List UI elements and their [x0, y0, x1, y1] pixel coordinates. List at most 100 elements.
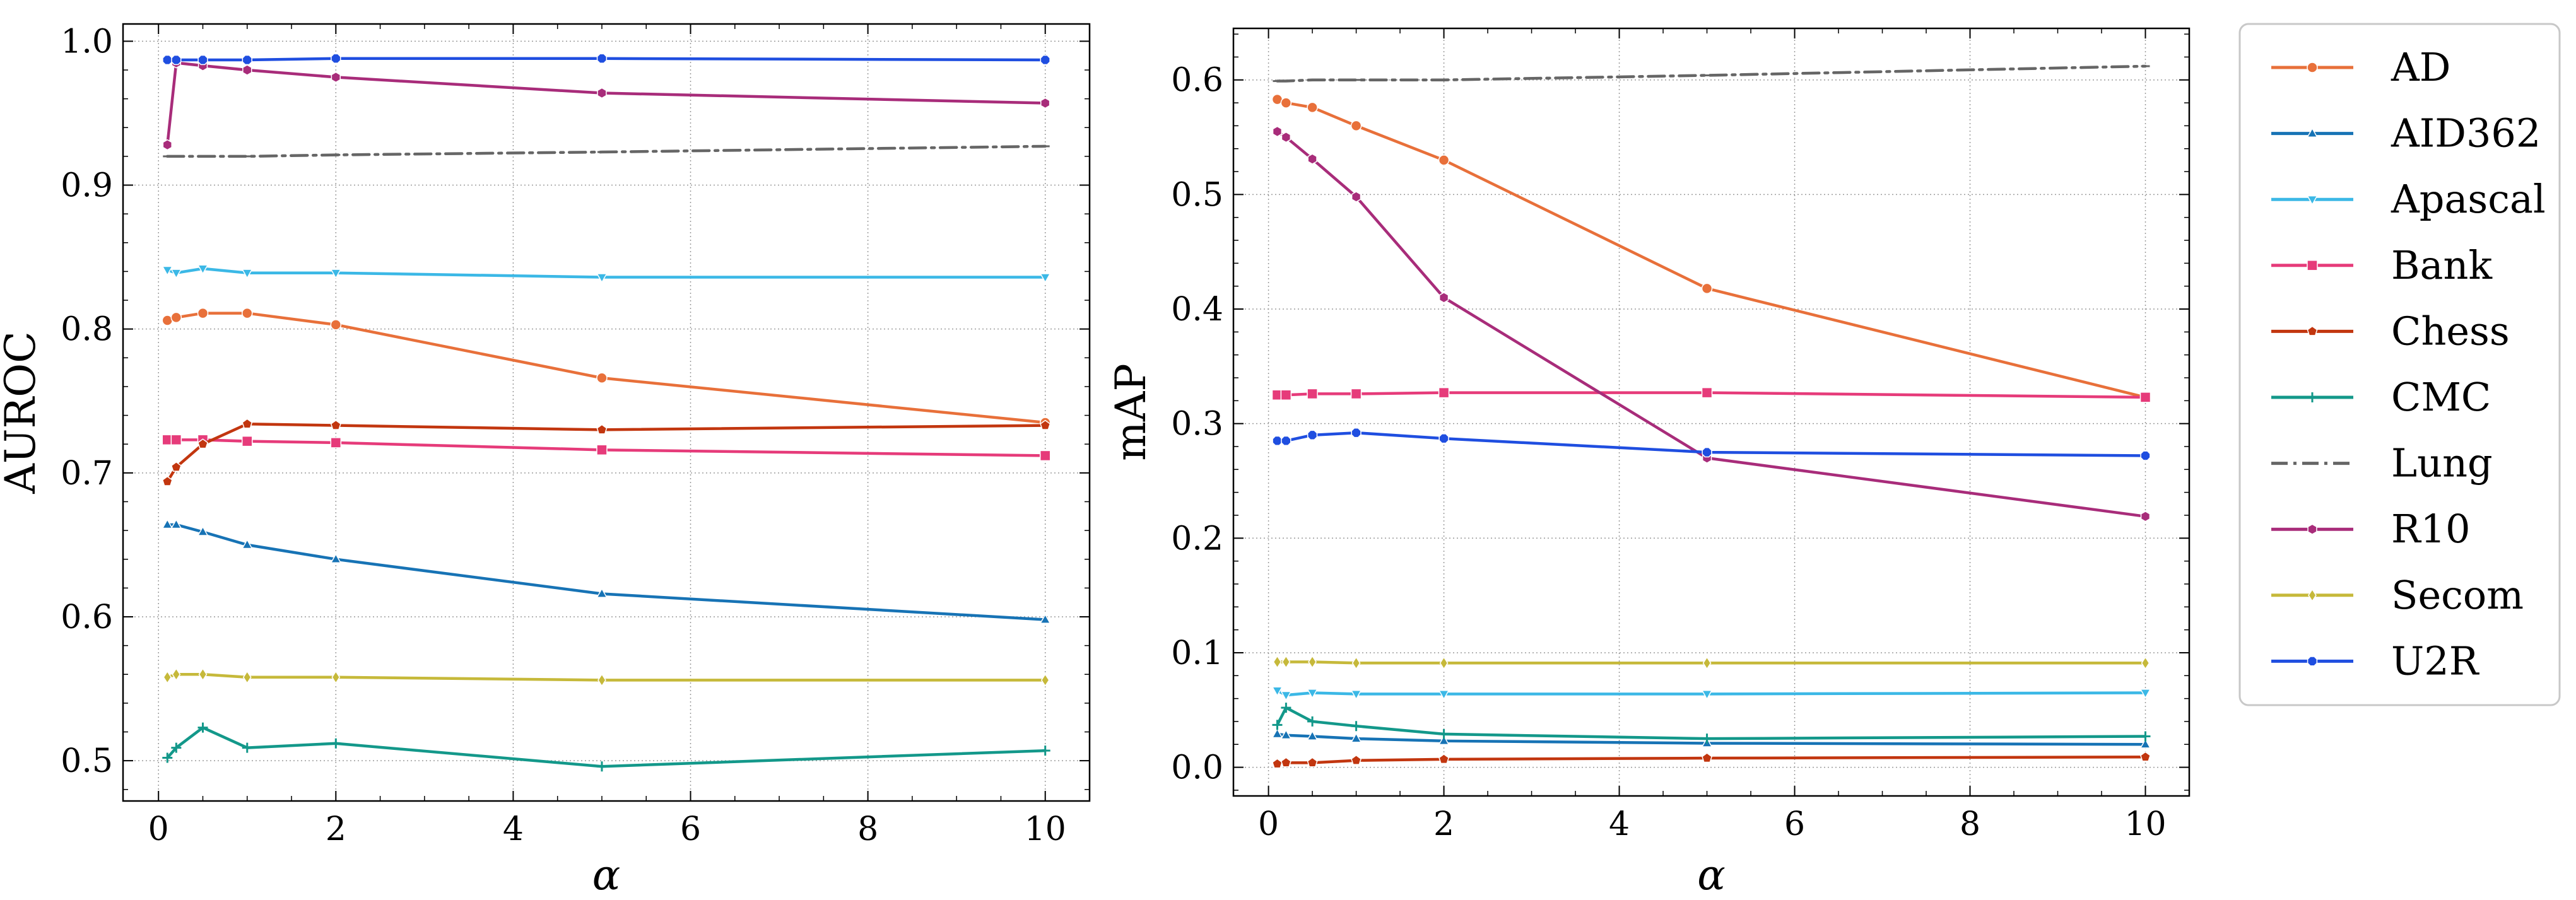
data-point: [162, 266, 173, 276]
series-line: [1276, 706, 2147, 740]
data-point: [1307, 430, 1318, 440]
y-tick-label: 0.1: [1171, 634, 1223, 672]
series-bank: [1271, 387, 2151, 403]
data-point: [170, 312, 182, 324]
legend-item-lung: Lung: [2271, 440, 2493, 486]
series-line: [166, 61, 1047, 146]
data-point: [596, 761, 607, 772]
series-r10: [162, 57, 1050, 151]
data-point: [242, 670, 252, 684]
series-line: [1276, 64, 2147, 83]
series-ad: [1271, 93, 2151, 403]
legend-label: U2R: [2391, 638, 2480, 684]
data-point: [2139, 392, 2151, 403]
x-tick-label: 2: [1433, 805, 1454, 843]
data-point: [331, 670, 341, 684]
series-lung: [163, 144, 1050, 158]
data-point: [1040, 673, 1050, 687]
series-lung: [1273, 64, 2150, 83]
y-tick-label: 0.0: [1171, 749, 1223, 787]
data-point: [162, 54, 173, 66]
data-point: [1350, 388, 1362, 400]
data-point: [1438, 155, 1450, 166]
data-point: [170, 518, 182, 529]
data-point: [1438, 689, 1450, 700]
legend-item-secom: Secom: [2271, 572, 2524, 618]
data-point: [170, 461, 182, 472]
data-point: [2140, 751, 2151, 762]
data-point: [596, 444, 608, 456]
data-point: [596, 372, 608, 383]
data-point: [1308, 655, 1317, 669]
legend-item-cmc: CMC: [2271, 374, 2491, 420]
legend-item-ad: AD: [2271, 44, 2450, 90]
data-point: [1307, 757, 1318, 768]
data-point: [1281, 131, 1291, 143]
x-tick-label: 4: [1609, 805, 1630, 843]
series-apascal: [162, 264, 1051, 284]
data-point: [331, 71, 341, 83]
plot-frame: [1232, 27, 2191, 797]
data-point: [1438, 728, 1449, 739]
data-point: [596, 424, 608, 435]
data-point: [2139, 738, 2151, 749]
x-axis-label: α: [1697, 851, 1726, 899]
ticks: [123, 24, 1090, 801]
data-point: [1040, 745, 1050, 756]
x-tick-label: 6: [680, 810, 701, 848]
data-point: [242, 64, 252, 76]
data-point: [596, 587, 608, 598]
x-tick-label: 0: [148, 810, 169, 848]
data-point: [1351, 754, 1362, 765]
data-point: [1307, 730, 1318, 740]
data-point: [241, 269, 253, 279]
data-point: [1701, 387, 1713, 399]
data-point: [1438, 291, 1449, 303]
data-point: [1039, 450, 1051, 462]
data-point: [1271, 728, 1283, 739]
legend-item-chess: Chess: [2271, 308, 2510, 354]
data-point: [1040, 419, 1051, 430]
data-point: [241, 539, 253, 549]
data-point: [1438, 753, 1450, 764]
legend-label: Secom: [2391, 572, 2524, 618]
legend-marker: [2307, 523, 2317, 535]
legend-label: R10: [2391, 506, 2471, 552]
legend-label: Bank: [2391, 242, 2492, 288]
x-tick-label: 10: [2124, 805, 2166, 843]
data-point: [1702, 656, 1712, 670]
series-aid362: [162, 518, 1051, 624]
series-ad: [162, 307, 1051, 428]
legend: AD AID362 Apascal Bank Chess CMC Lung R10 Secom U…: [2238, 23, 2561, 706]
data-point: [1439, 656, 1449, 670]
data-point: [1351, 656, 1361, 670]
data-point: [1272, 758, 1283, 769]
data-point: [330, 419, 341, 430]
x-tick-label: 8: [1960, 805, 1980, 843]
data-point: [330, 437, 342, 448]
data-point: [197, 722, 208, 733]
data-point: [1438, 735, 1450, 745]
data-point: [163, 670, 172, 684]
data-point: [2140, 450, 2151, 461]
data-point: [197, 438, 208, 449]
y-tick-label: 0.3: [1171, 406, 1223, 443]
data-point: [1701, 283, 1713, 295]
legend-item-bank: Bank: [2271, 242, 2492, 288]
ticks: [1233, 28, 2190, 796]
data-point: [1307, 689, 1318, 699]
series-u2r: [162, 53, 1050, 66]
series-line: [166, 672, 1047, 682]
series-secom: [163, 667, 1050, 687]
x-tick-label: 2: [326, 810, 346, 848]
y-tick-label: 0.5: [61, 742, 113, 780]
series-line: [166, 144, 1047, 158]
data-point: [1040, 54, 1050, 66]
data-point: [162, 752, 173, 763]
data-point: [1350, 120, 1362, 132]
data-point: [1273, 655, 1282, 669]
series-secom: [1273, 655, 2150, 670]
legend-item-u2r: U2R: [2271, 638, 2480, 684]
legend-marker: [2307, 195, 2318, 206]
